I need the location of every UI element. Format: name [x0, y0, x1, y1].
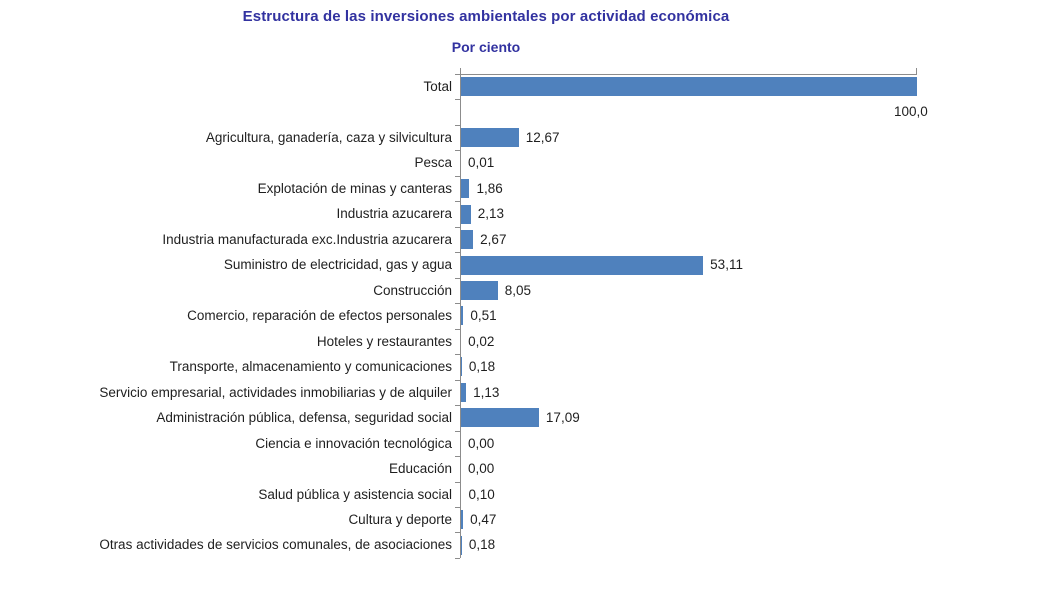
category-axis-tick — [455, 150, 460, 152]
value-label: 0,00 — [468, 461, 495, 477]
category-axis-tick — [455, 405, 460, 407]
value-label: 1,13 — [473, 384, 500, 400]
value-label: 17,09 — [545, 410, 580, 426]
category-axis-tick — [455, 277, 460, 279]
category-axis-tick — [455, 481, 460, 483]
chart-title: Estructura de las inversiones ambientale… — [242, 8, 730, 25]
value-label: 0,51 — [470, 308, 497, 324]
bar — [461, 128, 519, 148]
category-label: Ciencia e innovación tecnológica — [255, 435, 452, 451]
bar — [461, 280, 498, 300]
category-label: Cultura y deporte — [348, 511, 452, 527]
value-label: 2,13 — [477, 206, 504, 222]
category-axis-tick — [455, 226, 460, 228]
category-label: Industria manufacturada exc.Industria az… — [162, 231, 452, 247]
category-label: Salud pública y asistencia social — [258, 486, 452, 502]
value-label: 12,67 — [525, 129, 560, 145]
bar — [461, 255, 704, 275]
category-axis-tick — [455, 532, 460, 534]
chart-subtitle: Por ciento — [451, 39, 521, 55]
category-axis-tick — [455, 456, 460, 458]
bar — [461, 535, 462, 555]
value-axis-end-tick — [916, 68, 917, 74]
bar — [461, 306, 464, 326]
category-label: Administración pública, defensa, segurid… — [156, 410, 452, 426]
category-axis-tick — [455, 124, 460, 126]
category-label: Total — [423, 79, 452, 94]
category-label: Explotación de minas y canteras — [257, 180, 452, 196]
category-axis-tick — [455, 557, 460, 559]
category-axis-tick — [455, 354, 460, 356]
value-label: 8,05 — [504, 282, 531, 298]
category-label: Otras actividades de servicios comunales… — [99, 537, 452, 553]
value-label: 0,01 — [468, 155, 495, 171]
category-axis-tick — [455, 430, 460, 432]
category-label: Servicio empresarial, actividades inmobi… — [99, 384, 452, 400]
value-label: 1,86 — [476, 180, 503, 196]
category-label: Suministro de electricidad, gas y agua — [223, 257, 452, 273]
bar — [461, 204, 471, 224]
category-axis-tick — [455, 303, 460, 305]
category-axis-tick — [455, 175, 460, 177]
category-axis-tick — [455, 201, 460, 203]
category-label: Comercio, reparación de efectos personal… — [187, 308, 452, 324]
value-label: 53,11 — [710, 257, 743, 273]
bar — [461, 510, 464, 530]
bar — [461, 230, 474, 250]
bar — [461, 382, 467, 402]
value-label: 0,18 — [468, 359, 496, 375]
value-label: 0,10 — [468, 486, 495, 502]
value-axis — [460, 74, 917, 75]
bar — [461, 357, 462, 377]
value-label: 0,18 — [468, 537, 496, 553]
value-label: 2,67 — [480, 231, 507, 247]
category-label: Hoteles y restaurantes — [316, 333, 452, 349]
value-label: 0,00 — [468, 435, 495, 451]
category-axis — [460, 68, 461, 558]
bar — [461, 179, 470, 199]
bar — [461, 408, 539, 428]
category-label: Educación — [388, 461, 452, 477]
value-label: 0,47 — [470, 511, 497, 527]
bar — [461, 77, 917, 97]
category-label: Agricultura, ganadería, caza y silvicult… — [205, 129, 452, 145]
category-label: Construcción — [373, 282, 452, 298]
category-axis-tick — [455, 506, 460, 508]
value-label: 100,0 — [894, 104, 928, 120]
category-axis-tick — [455, 74, 460, 75]
category-axis-tick — [455, 328, 460, 330]
value-label: 0,02 — [468, 333, 495, 349]
category-label: Industria azucarera — [336, 206, 452, 222]
category-label: Transporte, almacenamiento y comunicacio… — [169, 359, 452, 375]
category-axis-tick — [455, 379, 460, 381]
category-axis-tick — [455, 252, 460, 254]
category-axis-tick — [455, 99, 460, 101]
category-label: Pesca — [414, 155, 452, 171]
